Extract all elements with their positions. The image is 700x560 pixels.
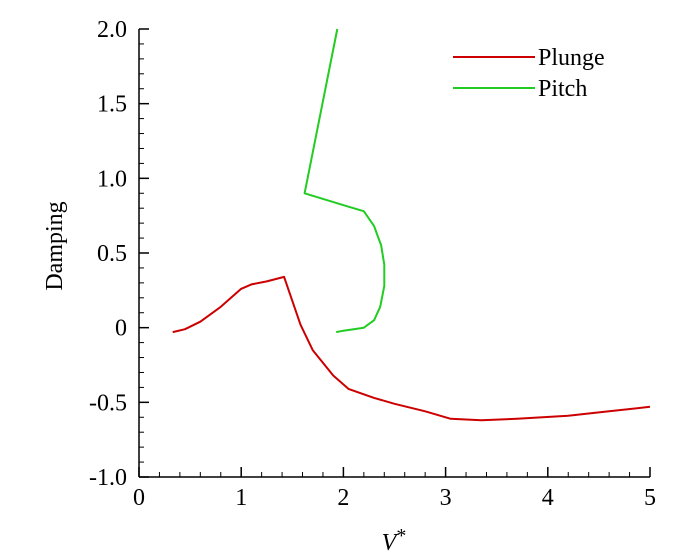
x-tick-label: 5: [644, 485, 656, 511]
y-axis-title: Damping: [42, 201, 68, 290]
x-axis-title: V*: [382, 525, 407, 556]
y-tick-label: 2.0: [97, 17, 127, 43]
x-tick-label: 0: [133, 485, 145, 511]
x-tick-label: 4: [542, 485, 554, 511]
y-tick-label: -1.0: [89, 465, 127, 491]
y-tick-label: 0: [115, 316, 127, 342]
series-plunge-line: [172, 275, 651, 422]
legend-label-pitch: Pitch: [538, 76, 587, 102]
series-pitch-line: [303, 28, 386, 334]
y-tick-label: -0.5: [89, 390, 127, 416]
plot-lines: [172, 28, 651, 422]
y-tick-label: 1.0: [97, 166, 127, 192]
x-tick-label: 2: [337, 485, 349, 511]
axes: 0 1 2 3 4 5 -1.0 -0.5 0 0.5 1.0 1.5 2.0: [89, 17, 656, 511]
legend: Plunge Pitch: [453, 45, 605, 102]
y-tick-label: 1.5: [97, 92, 127, 118]
x-tick-label: 1: [235, 485, 247, 511]
legend-label-plunge: Plunge: [538, 45, 605, 71]
y-tick-label: 0.5: [97, 241, 127, 267]
x-tick-label: 3: [440, 485, 452, 511]
